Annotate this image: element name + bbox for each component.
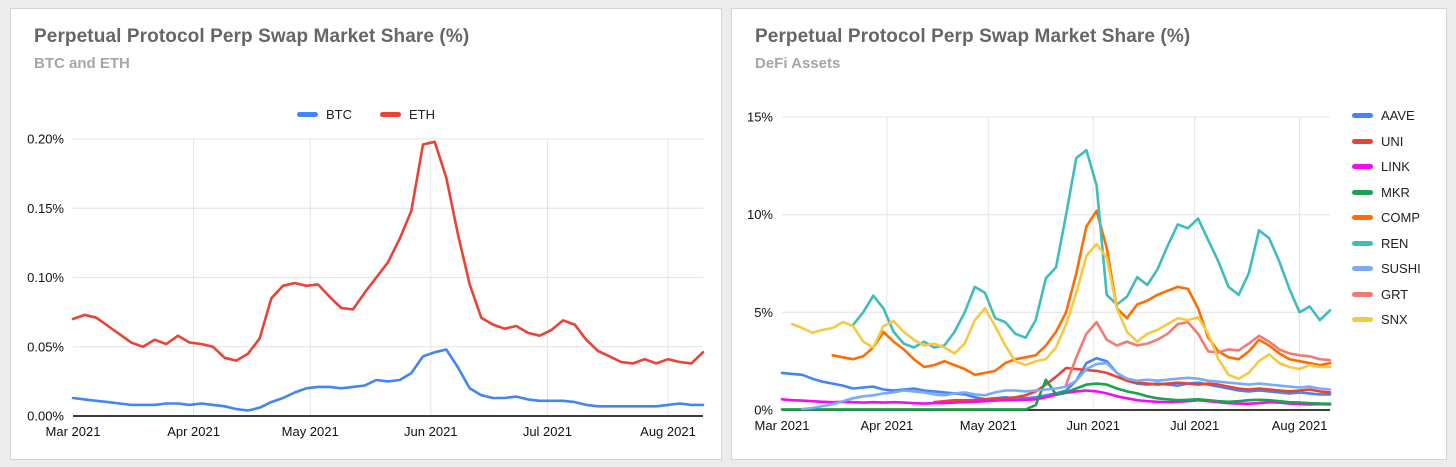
series-line-uni[interactable] <box>932 366 1332 404</box>
legend-label: COMP <box>1381 210 1420 225</box>
legend-label: REN <box>1381 235 1409 251</box>
x-axis-tick-label: Jul 2021 <box>1170 418 1219 433</box>
legend-swatch-icon <box>297 112 318 117</box>
y-axis-tick-label: 0.05% <box>27 339 64 354</box>
legend-label: MKR <box>1381 184 1410 200</box>
legend-item-ren: REN <box>1352 236 1421 251</box>
legend-swatch-icon <box>1352 266 1373 271</box>
legend-label: AAVE <box>1381 108 1415 123</box>
legend-swatch-icon <box>380 112 401 117</box>
legend-swatch-icon <box>1352 189 1373 195</box>
legend-label: BTC <box>326 107 352 122</box>
legend-swatch-icon <box>1352 240 1373 246</box>
btc-eth-chart-canvas[interactable]: 0.00% 0.05% 0.10% 0.15% 0.20% Mar 2021 Apr 202… <box>17 125 717 450</box>
legend-item-btc: BTC <box>297 107 352 122</box>
legend-label: GRT <box>1381 286 1409 302</box>
legend-swatch-icon <box>1352 113 1373 118</box>
legend: BTC ETH <box>11 107 721 122</box>
x-axis-tick-label: Jul 2021 <box>523 424 572 439</box>
legend-swatch-icon <box>1352 138 1373 144</box>
legend-swatch-icon <box>1352 317 1373 322</box>
x-axis-tick-label: Aug 2021 <box>1272 418 1328 433</box>
series-line-grt[interactable] <box>1064 320 1332 386</box>
legend-item-mkr: MKR <box>1352 185 1421 200</box>
page-title: Perpetual Protocol Perp Swap Market Shar… <box>34 26 470 47</box>
y-axis-tick-label: 0.15% <box>27 201 64 216</box>
x-axis-tick-label: Mar 2021 <box>755 418 810 433</box>
series-line-comp[interactable] <box>831 209 1332 377</box>
legend: AAVE UNI LINK MKR COMP REN SUSHI GRT SNX <box>1352 108 1421 327</box>
x-axis-tick-label: May 2021 <box>960 418 1017 433</box>
series-line-mkr[interactable] <box>780 378 1332 411</box>
y-axis-tick-label: 0% <box>754 403 773 418</box>
x-axis-tick-label: May 2021 <box>282 424 339 439</box>
legend-item-uni: UNI <box>1352 134 1421 149</box>
page-title: Perpetual Protocol Perp Swap Market Shar… <box>755 26 1191 47</box>
x-axis-tick-label: Apr 2021 <box>167 424 220 439</box>
legend-item-grt: GRT <box>1352 287 1421 302</box>
series-line-eth[interactable] <box>71 140 705 365</box>
chart-subtitle: DeFi Assets <box>755 55 841 72</box>
x-axis-tick-label: Jun 2021 <box>404 424 458 439</box>
btc-eth-chart-panel: Perpetual Protocol Perp Swap Market Shar… <box>10 8 722 460</box>
legend-item-sushi: SUSHI <box>1352 261 1421 276</box>
legend-label: ETH <box>409 107 435 122</box>
series-line-snx[interactable] <box>790 242 1332 381</box>
legend-item-aave: AAVE <box>1352 108 1421 123</box>
chart-subtitle: BTC and ETH <box>34 55 130 72</box>
x-axis-tick-label: Aug 2021 <box>640 424 696 439</box>
legend-item-eth: ETH <box>380 107 435 122</box>
legend-swatch-icon <box>1352 215 1373 220</box>
legend-label: LINK <box>1381 159 1410 174</box>
series-line-sushi[interactable] <box>801 361 1332 411</box>
defi-chart-panel: Perpetual Protocol Perp Swap Market Shar… <box>731 8 1447 460</box>
defi-chart-canvas[interactable]: 0% 5% 10% 15% Mar 2021 Apr 2021 May 2021 Jun 20… <box>738 105 1346 450</box>
y-axis-tick-label: 0.20% <box>27 132 64 147</box>
legend-item-snx: SNX <box>1352 312 1421 327</box>
legend-label: SUSHI <box>1381 261 1421 276</box>
legend-label: UNI <box>1381 133 1404 149</box>
y-axis-tick-label: 5% <box>754 305 773 320</box>
y-axis-tick-label: 0.00% <box>27 409 64 424</box>
x-axis-tick-label: Apr 2021 <box>861 418 914 433</box>
y-axis-tick-label: 15% <box>747 110 773 125</box>
y-axis-tick-label: 10% <box>747 207 773 222</box>
legend-swatch-icon <box>1352 291 1373 297</box>
series-line-ren[interactable] <box>851 148 1332 349</box>
x-axis-tick-label: Mar 2021 <box>46 424 101 439</box>
legend-item-comp: COMP <box>1352 210 1421 225</box>
legend-label: SNX <box>1381 312 1408 327</box>
series-line-btc[interactable] <box>71 348 705 412</box>
legend-swatch-icon <box>1352 164 1373 169</box>
y-axis-tick-label: 0.10% <box>27 270 64 285</box>
x-axis-tick-label: Jun 2021 <box>1066 418 1120 433</box>
legend-item-link: LINK <box>1352 159 1421 174</box>
